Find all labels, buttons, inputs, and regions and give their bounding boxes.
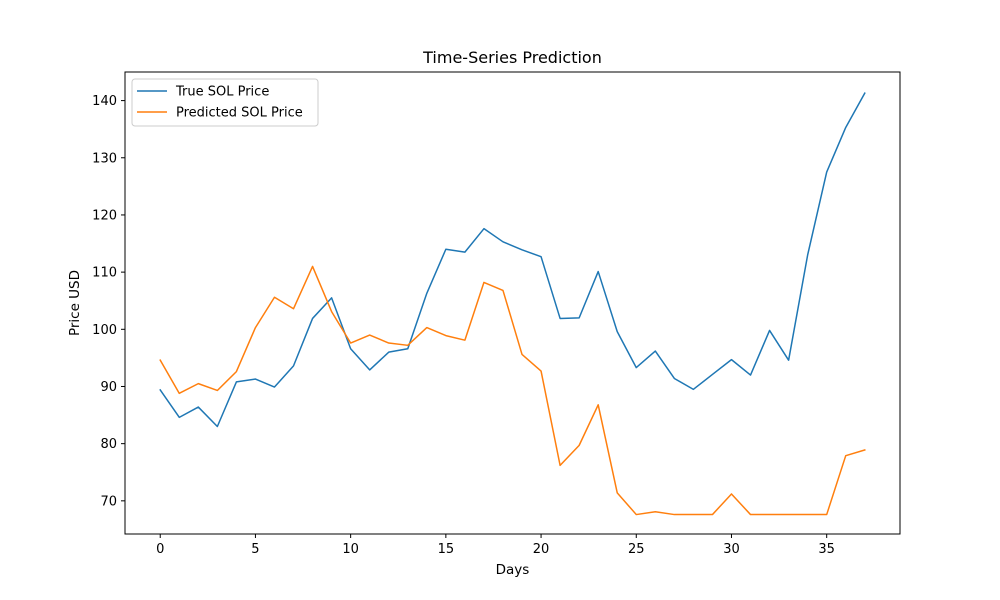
x-tick-label: 0 <box>156 542 164 557</box>
legend-label: Predicted SOL Price <box>176 106 303 121</box>
x-tick-label: 35 <box>818 542 835 557</box>
x-tick-label: 5 <box>251 542 259 557</box>
x-tick-label: 25 <box>628 542 645 557</box>
legend-box <box>131 78 319 127</box>
series-line-predicted-sol-price <box>159 265 866 516</box>
y-tick-label: 130 <box>92 151 117 166</box>
y-axis: 70 80 90 100 110 120 130 140 <box>92 94 125 509</box>
series-line-true-sol-price <box>159 92 866 428</box>
x-tick-label: 20 <box>533 542 550 557</box>
x-tick-label: 15 <box>438 542 455 557</box>
x-tick-label: 30 <box>723 542 740 557</box>
y-tick-label: 80 <box>100 437 117 452</box>
y-tick-label: 140 <box>92 94 117 109</box>
x-axis-label: Days <box>496 562 530 578</box>
y-tick-label: 70 <box>100 494 117 509</box>
chart-title: Time-Series Prediction <box>422 48 602 67</box>
y-tick-label: 120 <box>92 208 117 223</box>
plot-area <box>159 92 866 516</box>
y-axis-label: Price USD <box>67 270 83 336</box>
y-tick-label: 100 <box>92 323 117 338</box>
plot-frame <box>124 71 901 535</box>
legend: True SOL Price Predicted SOL Price <box>131 78 319 127</box>
x-axis: 0 5 10 15 20 25 30 35 <box>156 534 835 557</box>
y-tick-label: 110 <box>92 266 117 281</box>
x-tick-label: 10 <box>342 542 359 557</box>
legend-label: True SOL Price <box>175 85 269 100</box>
y-tick-label: 90 <box>100 380 117 395</box>
